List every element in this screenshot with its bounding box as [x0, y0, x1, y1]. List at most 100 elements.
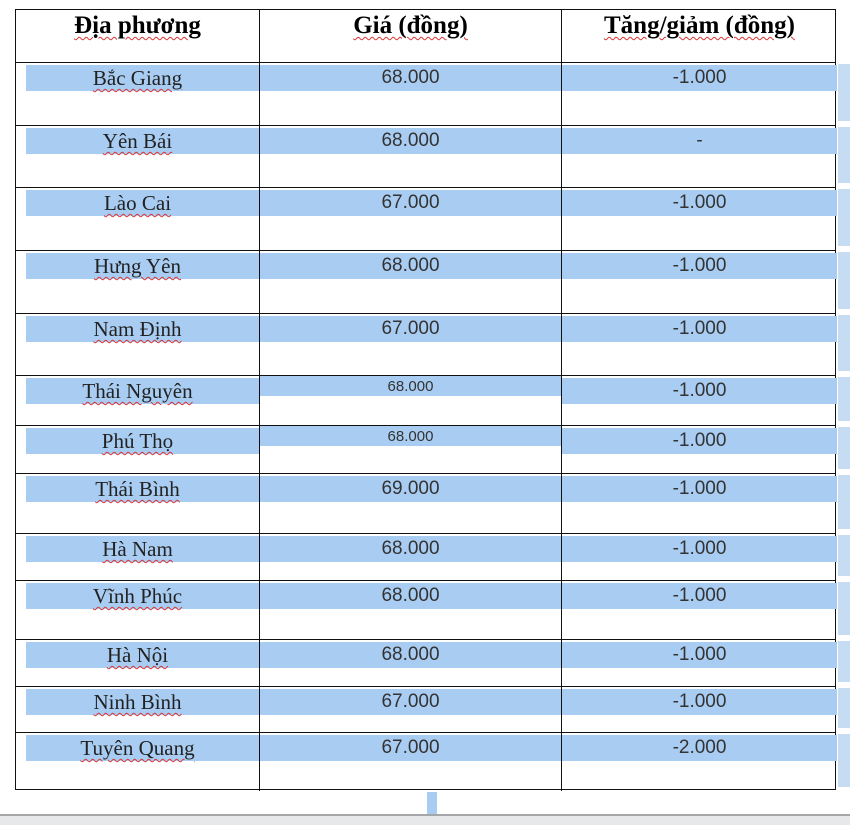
cell-locality[interactable]: Bắc Giang	[16, 63, 259, 125]
selection-highlight	[260, 128, 561, 154]
selection-edge-mark	[838, 377, 850, 421]
cell-price[interactable]: 67.000	[259, 314, 561, 375]
table-row: Thái Nguyên 68.000 -1.000	[16, 375, 837, 425]
cell-locality[interactable]: Lào Cai	[16, 188, 259, 250]
header-price: Giá (đồng)	[353, 12, 468, 39]
selection-highlight	[26, 253, 259, 279]
selection-highlight	[562, 642, 837, 668]
cell-price[interactable]: 68.000	[259, 426, 561, 473]
table-header-row: Địa phương Giá (đồng) Tăng/giảm (đồng)	[16, 10, 835, 62]
cell-text: Bắc Giang	[92, 66, 183, 90]
cell-price[interactable]: 69.000	[259, 474, 561, 533]
cell-text: -1.000	[672, 478, 727, 499]
selection-edge-mark	[838, 189, 850, 246]
cell-change[interactable]: -1.000	[561, 474, 837, 533]
cell-text: -1.000	[672, 585, 727, 606]
selection-edge-mark	[838, 582, 850, 635]
cell-text: 67.000	[381, 192, 440, 213]
table-row: Ninh Bình 67.000 -1.000	[16, 686, 837, 732]
cell-change[interactable]: -1.000	[561, 63, 837, 125]
selection-highlight	[26, 583, 259, 609]
cell-price[interactable]: 68.000	[259, 126, 561, 187]
cell-text: 68.000	[381, 644, 440, 665]
table-row: Bắc Giang 68.000 -1.000	[16, 62, 837, 125]
cell-price[interactable]: 68.000	[259, 534, 561, 580]
selection-highlight	[562, 428, 837, 454]
selection-edge-mark	[838, 427, 850, 469]
selection-highlight	[260, 376, 561, 396]
cell-text: Tuyên Quang	[80, 736, 195, 760]
selection-highlight	[26, 378, 259, 404]
cell-text: -1.000	[672, 691, 727, 712]
cell-change[interactable]: -2.000	[561, 733, 837, 791]
cell-text: Nam Định	[93, 317, 182, 341]
selection-highlight	[26, 689, 259, 715]
selection-highlight	[26, 128, 259, 154]
selection-edge-mark	[838, 252, 850, 309]
cell-text: Vĩnh Phúc	[92, 584, 183, 608]
selection-highlight	[562, 316, 837, 342]
cell-locality[interactable]: Hưng Yên	[16, 251, 259, 313]
selection-highlight	[260, 65, 561, 91]
selection-edge-mark	[838, 688, 850, 728]
cell-change[interactable]: -1.000	[561, 188, 837, 250]
selection-highlight	[562, 190, 837, 216]
selection-highlight	[260, 476, 561, 502]
cell-price[interactable]: 67.000	[259, 188, 561, 250]
table-row: Tuyên Quang 67.000 -2.000	[16, 732, 837, 791]
cell-change[interactable]: -1.000	[561, 426, 837, 473]
cell-locality[interactable]: Thái Nguyên	[16, 376, 259, 425]
cell-locality[interactable]: Hà Nam	[16, 534, 259, 580]
cell-change[interactable]: -1.000	[561, 640, 837, 686]
cell-change[interactable]: -1.000	[561, 314, 837, 375]
cell-text: -1.000	[672, 538, 727, 559]
table-row: Vĩnh Phúc 68.000 -1.000	[16, 580, 837, 639]
cell-price[interactable]: 68.000	[259, 640, 561, 686]
cell-price[interactable]: 67.000	[259, 733, 561, 791]
cell-text: -1.000	[672, 67, 727, 88]
cell-locality[interactable]: Phú Thọ	[16, 426, 259, 473]
selection-highlight	[26, 65, 259, 91]
table-row: Hưng Yên 68.000 -1.000	[16, 250, 837, 313]
selection-edge-mark	[838, 641, 850, 682]
cell-change[interactable]: -1.000	[561, 581, 837, 639]
selection-highlight	[562, 536, 837, 562]
cell-locality[interactable]: Yên Bái	[16, 126, 259, 187]
selection-highlight	[260, 253, 561, 279]
selection-highlight	[562, 65, 837, 91]
cell-text: -1.000	[672, 380, 727, 401]
cell-change[interactable]: -	[561, 126, 837, 187]
selection-highlight	[562, 476, 837, 502]
selection-highlight	[26, 536, 259, 562]
cell-locality[interactable]: Ninh Bình	[16, 687, 259, 732]
selection-highlight	[562, 689, 837, 715]
cell-text: 68.000	[381, 585, 440, 606]
selection-highlight	[260, 190, 561, 216]
cell-text: 68.000	[381, 255, 440, 276]
cell-change[interactable]: -1.000	[561, 376, 837, 425]
cell-locality[interactable]: Tuyên Quang	[16, 733, 259, 791]
selection-highlight	[562, 735, 837, 761]
cell-price[interactable]: 67.000	[259, 687, 561, 732]
selection-highlight	[562, 128, 837, 154]
cell-change[interactable]: -1.000	[561, 251, 837, 313]
cell-text: -1.000	[672, 430, 727, 451]
cell-text: Hà Nam	[102, 537, 173, 561]
cell-text: Phú Thọ	[101, 429, 174, 453]
cell-locality[interactable]: Hà Nội	[16, 640, 259, 686]
cell-locality[interactable]: Vĩnh Phúc	[16, 581, 259, 639]
cell-text: -1.000	[672, 318, 727, 339]
cell-price[interactable]: 68.000	[259, 376, 561, 425]
cell-locality[interactable]: Nam Định	[16, 314, 259, 375]
cell-text: 68.000	[381, 538, 440, 559]
selection-highlight	[562, 378, 837, 404]
cell-price[interactable]: 68.000	[259, 63, 561, 125]
table-row: Thái Bình 69.000 -1.000	[16, 473, 837, 533]
cell-text: 67.000	[381, 318, 440, 339]
cell-price[interactable]: 68.000	[259, 251, 561, 313]
cell-change[interactable]: -1.000	[561, 534, 837, 580]
cell-locality[interactable]: Thái Bình	[16, 474, 259, 533]
selection-highlight	[562, 253, 837, 279]
cell-price[interactable]: 68.000	[259, 581, 561, 639]
cell-change[interactable]: -1.000	[561, 687, 837, 732]
